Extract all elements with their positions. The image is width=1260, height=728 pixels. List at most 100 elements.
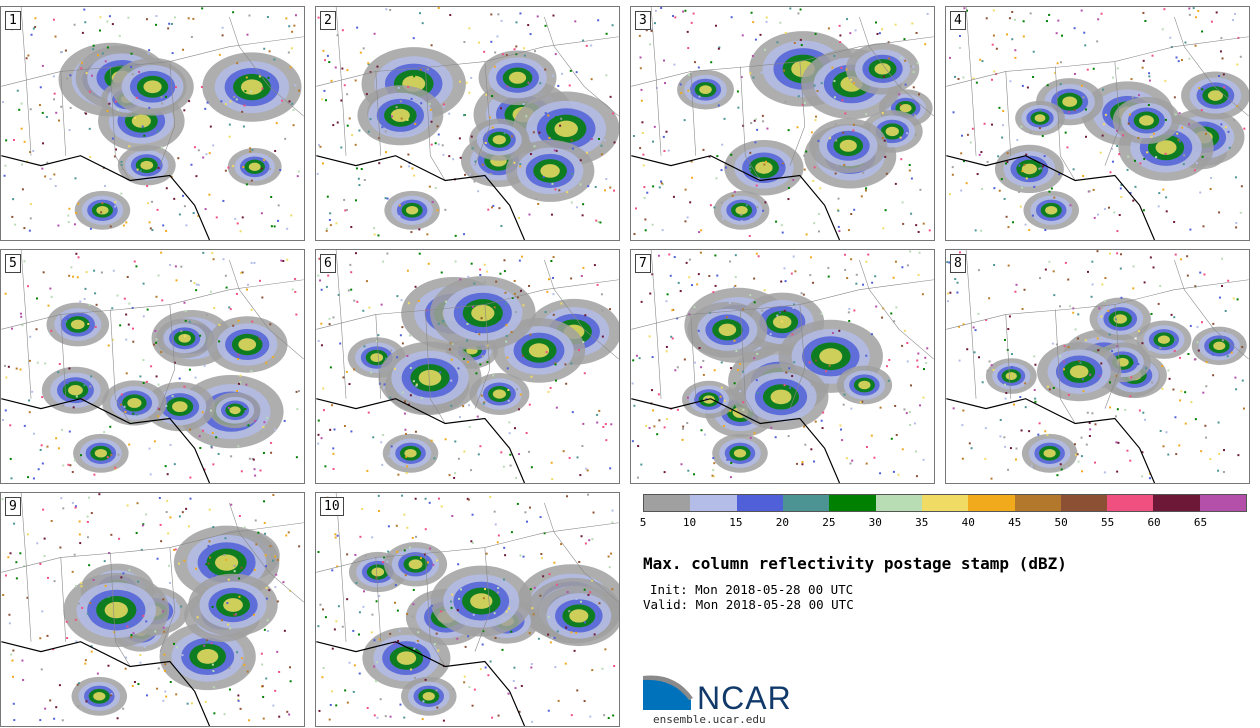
- reflectivity-speckle: [151, 200, 153, 203]
- reflectivity-speckle: [492, 204, 495, 207]
- reflectivity-speckle: [132, 412, 135, 415]
- reflectivity-speckle: [277, 219, 280, 222]
- reflectivity-speckle: [11, 327, 13, 330]
- reflectivity-speckle: [654, 9, 657, 12]
- reflectivity-cell: [172, 401, 188, 413]
- reflectivity-speckle: [515, 21, 518, 24]
- reflectivity-speckle: [156, 130, 159, 133]
- reflectivity-speckle: [1184, 391, 1187, 394]
- reflectivity-speckle: [1150, 312, 1153, 315]
- reflectivity-speckle: [40, 668, 43, 671]
- reflectivity-speckle: [597, 220, 600, 223]
- reflectivity-speckle: [812, 396, 815, 399]
- ncar-logo-text: NCAR: [697, 680, 792, 716]
- reflectivity-speckle: [670, 335, 673, 338]
- reflectivity-speckle: [319, 603, 322, 606]
- reflectivity-speckle: [73, 223, 76, 226]
- reflectivity-speckle: [637, 445, 640, 448]
- reflectivity-speckle: [23, 140, 26, 143]
- panel-member-label: 10: [320, 497, 344, 516]
- reflectivity-speckle: [998, 106, 1001, 109]
- reflectivity-speckle: [20, 315, 23, 318]
- reflectivity-speckle: [66, 637, 69, 640]
- reflectivity-speckle: [642, 153, 645, 156]
- reflectivity-speckle: [413, 75, 416, 78]
- reflectivity-speckle: [718, 46, 721, 49]
- reflectivity-speckle: [241, 110, 244, 113]
- reflectivity-speckle: [792, 306, 795, 309]
- reflectivity-speckle: [229, 100, 232, 103]
- reflectivity-speckle: [240, 657, 243, 660]
- reflectivity-speckle: [709, 204, 712, 207]
- postage-stamp-panel: 9: [0, 492, 305, 727]
- reflectivity-speckle: [197, 283, 200, 286]
- reflectivity-speckle: [178, 377, 181, 380]
- reflectivity-speckle: [779, 21, 782, 24]
- reflectivity-speckle: [795, 462, 798, 465]
- reflectivity-speckle: [924, 356, 927, 359]
- reflectivity-speckle: [188, 100, 191, 103]
- colorbar-tick-label: 45: [1008, 516, 1022, 529]
- reflectivity-speckle: [538, 131, 541, 134]
- reflectivity-speckle: [470, 540, 473, 543]
- reflectivity-speckle: [99, 16, 102, 19]
- state-border: [110, 309, 131, 424]
- reflectivity-speckle: [1033, 355, 1036, 358]
- reflectivity-speckle: [733, 286, 736, 289]
- reflectivity-speckle: [803, 101, 806, 104]
- reflectivity-speckle: [344, 209, 347, 212]
- reflectivity-speckle: [1194, 16, 1197, 19]
- reflectivity-speckle: [640, 463, 643, 466]
- reflectivity-speckle: [189, 476, 192, 479]
- reflectivity-speckle: [921, 293, 924, 296]
- reflectivity-speckle: [605, 439, 608, 442]
- reflectivity-speckle: [501, 53, 504, 56]
- reflectivity-speckle: [688, 90, 691, 93]
- reflectivity-speckle: [1234, 176, 1237, 179]
- reflectivity-speckle: [116, 108, 119, 111]
- reflectivity-speckle: [46, 445, 49, 448]
- reflectivity-speckle: [914, 133, 917, 136]
- state-border: [789, 61, 806, 166]
- reflectivity-speckle: [688, 258, 691, 261]
- reflectivity-speckle: [739, 390, 742, 393]
- reflectivity-speckle: [23, 565, 26, 568]
- reflectivity-speckle: [583, 621, 586, 624]
- reflectivity-speckle: [1124, 408, 1127, 411]
- reflectivity-speckle: [660, 182, 663, 185]
- reflectivity-speckle: [784, 31, 787, 34]
- reflectivity-speckle: [13, 719, 16, 722]
- reflectivity-speckle: [188, 368, 191, 371]
- reflectivity-speckle: [730, 461, 733, 464]
- reflectivity-speckle: [320, 322, 323, 325]
- reflectivity-speckle: [453, 476, 456, 479]
- reflectivity-speckle: [735, 349, 738, 352]
- reflectivity-speckle: [407, 403, 410, 406]
- reflectivity-speckle: [28, 399, 31, 402]
- reflectivity-speckle: [324, 59, 327, 62]
- reflectivity-speckle: [1217, 421, 1220, 424]
- reflectivity-speckle: [39, 86, 42, 89]
- reflectivity-speckle: [1007, 328, 1010, 331]
- reflectivity-speckle: [673, 256, 676, 259]
- reflectivity-speckle: [634, 207, 637, 210]
- reflectivity-speckle: [1127, 122, 1130, 125]
- reflectivity-speckle: [86, 515, 89, 518]
- reflectivity-speckle: [1022, 35, 1025, 38]
- reflectivity-speckle: [73, 23, 76, 26]
- reflectivity-speckle: [765, 20, 768, 23]
- reflectivity-speckle: [1239, 211, 1242, 214]
- reflectivity-speckle: [88, 127, 91, 130]
- reflectivity-speckle: [580, 274, 583, 277]
- reflectivity-speckle: [1068, 305, 1071, 308]
- reflectivity-speckle: [433, 457, 436, 460]
- reflectivity-speckle: [1008, 17, 1011, 20]
- reflectivity-speckle: [533, 586, 536, 589]
- reflectivity-speckle: [892, 470, 895, 473]
- reflectivity-speckle: [475, 366, 478, 369]
- colorbar-tick-label: 15: [729, 516, 743, 529]
- reflectivity-speckle: [812, 281, 815, 284]
- reflectivity-speckle: [852, 123, 855, 126]
- reflectivity-speckle: [286, 710, 289, 713]
- reflectivity-speckle: [43, 555, 46, 558]
